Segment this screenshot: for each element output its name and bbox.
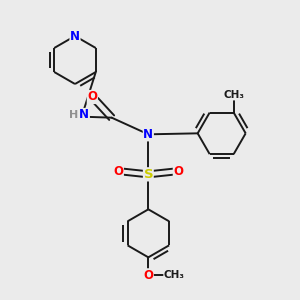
Text: S: S (143, 168, 153, 181)
Text: O: O (87, 91, 97, 103)
Text: H: H (69, 110, 78, 120)
Text: N: N (143, 128, 153, 141)
Text: N: N (70, 29, 80, 43)
Text: CH₃: CH₃ (164, 270, 185, 280)
Text: CH₃: CH₃ (223, 90, 244, 100)
Text: O: O (173, 165, 183, 178)
Text: O: O (143, 269, 153, 282)
Text: O: O (113, 165, 123, 178)
Text: N: N (79, 109, 89, 122)
